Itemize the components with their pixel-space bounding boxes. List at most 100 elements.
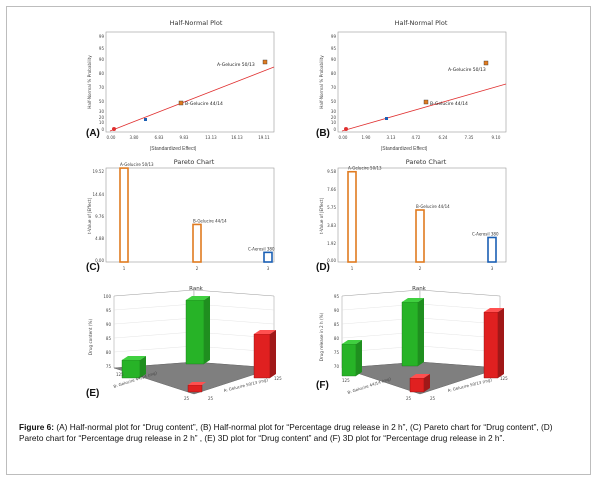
bar-label: C-Aerosil 380: [472, 231, 499, 236]
y-axis-label: Half-Normal % Probability: [319, 55, 324, 109]
bar-right-red: [253, 330, 276, 379]
plot-title: Pareto Chart: [174, 158, 215, 166]
z-tick: 95: [106, 308, 112, 313]
x-tick: 9.83: [180, 135, 189, 140]
bars: A-Gelucire 50/13 B-Gelucire 44/14 C-Aerosi…: [347, 166, 499, 263]
y-tick: 50: [99, 99, 105, 104]
plot-title: Half-Normal Plot: [395, 19, 448, 27]
x-tick: 7.35: [465, 135, 474, 140]
pareto-bar: [487, 236, 497, 263]
panel-e-3d: Rank 100 95 90 85 80 75 Drug content (%): [84, 282, 304, 404]
z-tick: 85: [106, 336, 112, 341]
y-tick: 4.88: [95, 236, 104, 241]
z-tick: 75: [334, 350, 340, 355]
error-point: [344, 127, 348, 131]
x-tick: 9.10: [492, 135, 501, 140]
y-tick: 90: [99, 57, 105, 62]
panel-label-e: (E): [86, 388, 100, 399]
caption-text: (A) Half-normal plot for “Drug content”,…: [19, 422, 553, 443]
effect-point: [144, 118, 147, 121]
plot-title: Half-Normal Plot: [170, 19, 223, 27]
y-tick: 1.92: [327, 241, 336, 246]
y-tick: 99: [99, 34, 105, 39]
x-axis-label: B: Gelucire 44/14 (mg): [347, 376, 392, 395]
bar-front-red: [187, 382, 206, 393]
x-axis-label-a: |Standardized Effect|: [150, 146, 197, 152]
caption-lead: Figure 6:: [19, 422, 55, 432]
y-tick: 20: [99, 115, 105, 120]
y-tick: 9.58: [327, 169, 336, 174]
z-tick: 85: [334, 322, 340, 327]
y-tick: 19.52: [93, 169, 105, 174]
bar-label: B-Gelucire 44/14: [416, 204, 450, 209]
x-tick: 13.13: [205, 135, 217, 140]
y-tick-labels: 99 95 90 80 70 50 30 20 10 0: [331, 34, 337, 132]
effect-point-b: [178, 100, 184, 106]
pareto-chart-c: Pareto Chart t-Value of |Effect| 19.52 1…: [87, 158, 275, 271]
y-tick: 0: [101, 127, 104, 132]
bar-left-green: [341, 340, 362, 377]
y-tick: 0.00: [327, 258, 336, 263]
x-tick: 1: [123, 266, 126, 271]
z-axis-label: Drug content (%): [88, 319, 93, 356]
y-tick: 80: [99, 71, 105, 76]
x-tick: 3.13: [387, 135, 396, 140]
corner-label: 125: [500, 376, 508, 381]
bars: A-Gelucire 50/13 B-Gelucire 44/14 C-Aerosi…: [119, 162, 275, 263]
x-tick-labels: 1 2 3: [123, 266, 270, 271]
z-tick: 80: [334, 336, 340, 341]
y-tick: 10: [331, 120, 337, 125]
y-tick: 5.75: [327, 205, 336, 210]
y-tick: 9.76: [95, 214, 104, 219]
effect-point-b: [423, 99, 429, 105]
y-tick: 0: [333, 127, 336, 132]
x-tick: 3: [491, 266, 494, 271]
x-tick: 0.00: [339, 135, 348, 140]
annotation-b: B-Gelucire 44/14: [430, 101, 468, 107]
y-tick: 95: [331, 46, 337, 51]
corner-label: 25: [208, 396, 214, 401]
z-tick: 90: [106, 322, 112, 327]
bar-label: A-Gelucire 50/13: [348, 166, 382, 171]
effect-point: [385, 117, 388, 120]
z-tick: 100: [103, 294, 111, 299]
pareto-chart-d: Pareto Chart t-Value of |Effect| 9.58 7.…: [319, 158, 507, 271]
plot-title: Pareto Chart: [406, 158, 447, 166]
x-tick: 16.13: [231, 135, 243, 140]
y-tick: 95: [99, 46, 105, 51]
y-tick: 80: [331, 71, 337, 76]
corner-label: 125: [116, 372, 124, 377]
y-tick: 14.64: [93, 192, 105, 197]
panel-label-a: (A): [86, 128, 100, 139]
panel-c-pareto: Pareto Chart t-Value of |Effect| 19.52 1…: [84, 156, 294, 276]
x-tick-labels: 0.00 3.80 6.83 9.83 13.13 16.13 19.11: [107, 135, 271, 140]
x-tick: 19.11: [258, 135, 270, 140]
x-axis-label-b: |Standardized Effect|: [381, 146, 428, 152]
z-tick-labels: 95 90 85 80 75 70: [334, 294, 340, 369]
corner-label: 25: [184, 396, 190, 401]
half-normal-plot-a: Half-Normal Plot 99 95 90 80 70 50 30 20…: [87, 19, 275, 140]
panel-b-half-normal: Half-Normal Plot 99 95 90 80 70 50 30 20…: [316, 14, 526, 144]
y-tick: 50: [331, 99, 337, 104]
z-tick: 75: [106, 364, 112, 369]
x-tick: 2: [196, 266, 199, 271]
panel-a-half-normal: Half-Normal Plot 99 95 90 80 70 50 30 20…: [84, 14, 294, 144]
pareto-bar: [415, 209, 425, 263]
z-axis-label: Drug release in 2 h (%): [319, 312, 324, 361]
figure-caption: Figure 6: (A) Half-normal plot for “Drug…: [19, 422, 579, 443]
x-tick: 1: [351, 266, 354, 271]
bar-right-red: [483, 308, 504, 379]
half-normal-plot-b: Half-Normal Plot 99 95 90 80 70 50 30 20…: [319, 19, 507, 140]
x-tick: 0.00: [107, 135, 116, 140]
y-tick-labels: 99 95 90 80 70 50 30 20 10 0: [99, 34, 105, 132]
annotation-a: A-Gelucire 50/13: [217, 62, 255, 68]
x-tick: 1.90: [362, 135, 371, 140]
corner-label: 125: [274, 376, 282, 381]
y-tick-labels: 9.58 7.66 5.75 3.83 1.92 0.00: [327, 169, 336, 263]
annotation-b: B-Gelucire 44/14: [185, 101, 223, 107]
y-tick: 10: [99, 120, 105, 125]
panel-label-d: (D): [316, 262, 330, 273]
y-tick: 20: [331, 115, 337, 120]
x-tick: 3: [267, 266, 270, 271]
y-tick: 70: [99, 85, 105, 90]
